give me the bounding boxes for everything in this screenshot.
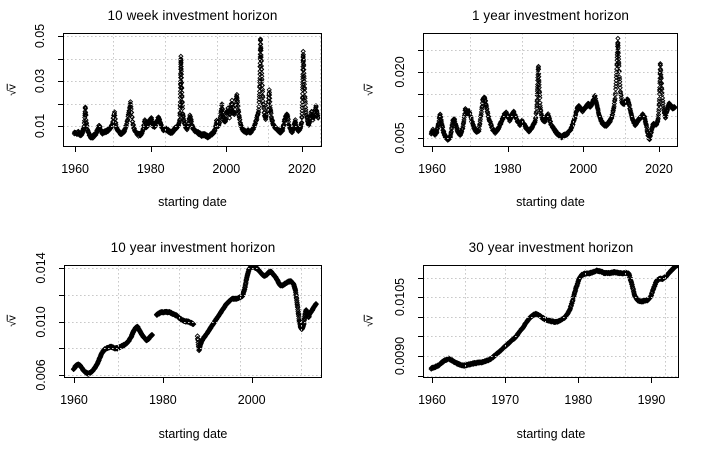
y-axis-label-sqrt-v: √v (363, 315, 377, 327)
chart-title-1-year: 1 year investment horizon (471, 8, 630, 23)
y-axis-label-sqrt-v: √v (6, 315, 20, 327)
x-tick-label: 1980 (136, 162, 165, 176)
y-tick-label: 0.006 (34, 359, 48, 391)
x-axis-label: starting date (158, 195, 227, 209)
y-axis-label-sqrt-v: √v (363, 84, 377, 96)
x-tick-label: 2020 (645, 162, 673, 176)
x-tick-label: 1990 (637, 393, 666, 407)
x-tick-label: 1960 (418, 162, 446, 176)
x-tick-label: 1980 (493, 162, 522, 176)
x-tick-label: 1980 (564, 393, 593, 407)
chart-title-30-year: 30 year investment horizon (468, 240, 634, 255)
x-tick-label: 2020 (288, 162, 316, 176)
x-tick-label: 1960 (418, 393, 446, 407)
x-axis-label: starting date (516, 195, 585, 209)
y-tick-label: 0.05 (33, 24, 47, 49)
chart-title-10-week: 10 week investment horizon (107, 8, 278, 23)
x-tick-label: 1980 (148, 393, 177, 407)
x-axis-label: starting date (516, 427, 586, 441)
x-tick-label: 1960 (61, 162, 89, 176)
y-tick-label: 0.014 (34, 252, 48, 284)
y-tick-label: 0.005 (393, 122, 407, 154)
y-tick-label: 0.0090 (393, 336, 407, 376)
x-tick-label: 2000 (237, 393, 266, 407)
y-tick-label: 0.03 (33, 69, 47, 94)
y-tick-label: 0.010 (34, 305, 48, 338)
x-axis-label: starting date (158, 427, 228, 441)
y-tick-label: 0.01 (33, 113, 47, 139)
y-tick-label: 0.0105 (393, 278, 407, 317)
y-axis-label-sqrt-v: √v (6, 84, 20, 96)
x-tick-label: 2000 (569, 162, 598, 176)
y-tick-label: 0.020 (393, 56, 407, 88)
x-tick-label: 2000 (212, 162, 241, 176)
x-tick-label: 1970 (491, 393, 520, 407)
x-tick-label: 1960 (60, 393, 88, 407)
chart-title-10-year: 10 year investment horizon (110, 240, 276, 255)
